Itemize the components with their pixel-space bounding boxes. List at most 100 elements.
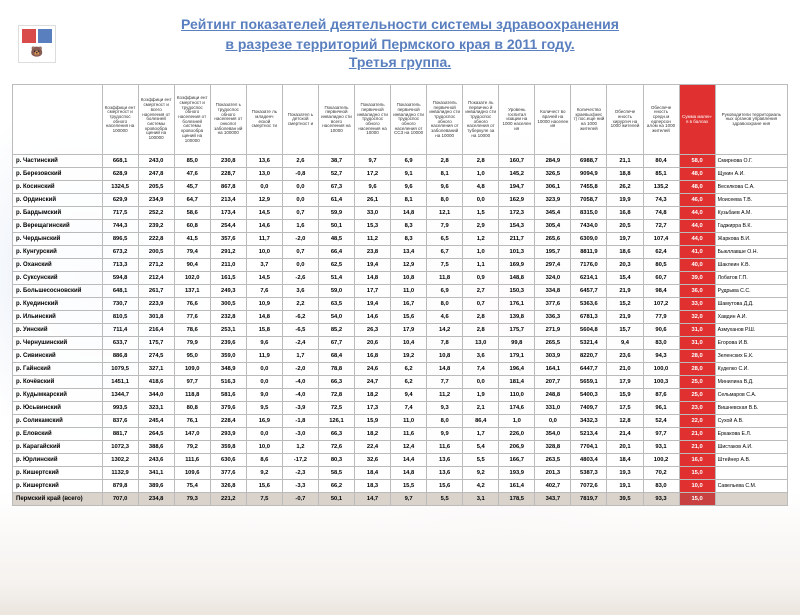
cell-score: 44,0: [679, 233, 715, 246]
title-line1[interactable]: Рейтинг показателей деятельности системы…: [181, 16, 619, 32]
cell-value: 1072,3: [102, 441, 138, 454]
cell-value: 4,2: [463, 480, 499, 493]
cell-value: 11,6: [427, 441, 463, 454]
title-line2[interactable]: в разрезе территорий Пермского края в 20…: [225, 36, 574, 52]
cell-value: 223,9: [138, 298, 174, 311]
cell-value: 5387,3: [571, 467, 607, 480]
cell-value: 66,3: [318, 376, 354, 389]
cell-manager: Минилина В.Д.: [715, 376, 787, 389]
rating-table-wrapper: Коэффици ент смертност и трудоспос обног…: [12, 84, 788, 506]
table-row: р. Суксунский594,8212,4102,0161,514,5-2,…: [13, 272, 788, 285]
cell-value: 1079,5: [102, 363, 138, 376]
cell-value: 1302,2: [102, 454, 138, 467]
cell-value: 93,3: [643, 493, 679, 506]
cell-value: 16,7: [391, 298, 427, 311]
cell-value: 6214,1: [571, 272, 607, 285]
cell-value: 7058,7: [571, 194, 607, 207]
cell-value: 17,3: [355, 402, 391, 415]
cell-value: -2,6: [282, 272, 318, 285]
cell-value: 1344,7: [102, 389, 138, 402]
col-h12: Количест во врачей на 10000 населен ия: [535, 85, 571, 155]
cell-value: 21,9: [607, 311, 643, 324]
cell-territory: р. Бардымский: [13, 207, 103, 220]
cell-value: 359,8: [210, 441, 246, 454]
cell-territory: р. Чердынский: [13, 233, 103, 246]
cell-value: 72,7: [643, 220, 679, 233]
cell-score: 58,0: [679, 155, 715, 168]
cell-territory: р. Юрлинский: [13, 454, 103, 467]
cell-value: 377,6: [210, 467, 246, 480]
table-row: р. Верещагинский744,3239,260,8254,414,61…: [13, 220, 788, 233]
cell-value: 7409,7: [571, 402, 607, 415]
cell-value: 20,6: [355, 337, 391, 350]
cell-value: 1,2: [463, 233, 499, 246]
cell-manager: Рудрыва С.С.: [715, 285, 787, 298]
cell-score: 48,0: [679, 168, 715, 181]
title-group[interactable]: Третья группа.: [349, 54, 451, 70]
cell-value: 11,7: [246, 233, 282, 246]
cell-score: 21,0: [679, 441, 715, 454]
cell-value: 7,6: [246, 285, 282, 298]
cell-value: 8,0: [427, 298, 463, 311]
cell-value: 5,4: [463, 441, 499, 454]
cell-value: 26,1: [355, 194, 391, 207]
cell-value: 2,2: [282, 298, 318, 311]
cell-value: 354,0: [535, 428, 571, 441]
cell-value: 2,8: [463, 311, 499, 324]
cell-value: 402,7: [535, 480, 571, 493]
cell-value: 102,0: [174, 272, 210, 285]
cell-value: 271,2: [138, 259, 174, 272]
cell-value: 74,3: [643, 194, 679, 207]
cell-value: 109,6: [174, 467, 210, 480]
cell-value: 388,6: [138, 441, 174, 454]
cell-value: 9,6: [427, 181, 463, 194]
cell-value: 334,8: [535, 285, 571, 298]
cell-value: 581,6: [210, 389, 246, 402]
cell-value: 328,8: [535, 441, 571, 454]
cell-value: 6,9: [391, 155, 427, 168]
cell-value: 38,7: [318, 155, 354, 168]
cell-value: 14,6: [355, 311, 391, 324]
cell-value: 357,6: [210, 233, 246, 246]
col-h2: Коэффици ент смертност и трудоспос обног…: [174, 85, 210, 155]
col-h9: Показатель первичной инвалидно сти трудо…: [427, 85, 463, 155]
cell-value: 16,8: [355, 350, 391, 363]
cell-territory: р. Верещагинский: [13, 220, 103, 233]
cell-value: 0,0: [246, 428, 282, 441]
cell-value: 87,6: [643, 389, 679, 402]
cell-value: 19,4: [355, 298, 391, 311]
table-row: р. Кудымкарский1344,7344,0118,8581,69,0-…: [13, 389, 788, 402]
cell-value: 9,6: [391, 181, 427, 194]
cell-value: 61,4: [318, 194, 354, 207]
cell-value: 59,9: [318, 207, 354, 220]
cell-territory: р. Куединский: [13, 298, 103, 311]
cell-value: 50,1: [318, 493, 354, 506]
cell-value: 173,4: [210, 207, 246, 220]
cell-value: 8,1: [391, 194, 427, 207]
col-h1: Коэффици ент смертност и всего населения…: [138, 85, 174, 155]
cell-value: 17,2: [355, 168, 391, 181]
cell-value: 7819,7: [571, 493, 607, 506]
cell-value: 161,5: [210, 272, 246, 285]
table-row: р. Частинский668,1243,085,0230,813,62,63…: [13, 155, 788, 168]
cell-manager: Гаджирра В.К.: [715, 220, 787, 233]
cell-value: 730,7: [102, 298, 138, 311]
cell-value: -2,0: [282, 233, 318, 246]
table-row: р. Еловский881,7264,5147,0293,90,0-3,066…: [13, 428, 788, 441]
cell-value: 15,9: [355, 415, 391, 428]
cell-value: -0,7: [282, 493, 318, 506]
cell-value: 228,7: [210, 168, 246, 181]
cell-value: 70,2: [643, 467, 679, 480]
table-row: р. Бардымский717,5252,258,6173,414,50,75…: [13, 207, 788, 220]
cell-value: 9,7: [391, 493, 427, 506]
cell-value: 100,0: [643, 363, 679, 376]
cell-value: 7,9: [427, 220, 463, 233]
cell-value: 239,2: [138, 220, 174, 233]
cell-value: 253,1: [210, 324, 246, 337]
table-row: р. Кочёвский1451,1418,697,7516,30,0-4,06…: [13, 376, 788, 389]
cell-value: 3,7: [246, 259, 282, 272]
cell-value: 52,7: [318, 168, 354, 181]
cell-value: 341,1: [138, 467, 174, 480]
cell-value: 0,0: [246, 181, 282, 194]
col-h15: Обеспече нность средн.м едперсон алом на…: [643, 85, 679, 155]
